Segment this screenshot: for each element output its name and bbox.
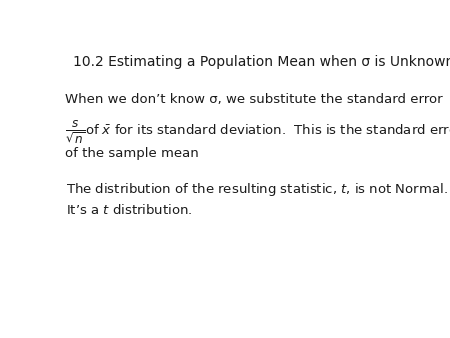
- Text: The distribution of the resulting statistic, $t$, is not Normal.: The distribution of the resulting statis…: [66, 181, 448, 198]
- Text: When we don’t know σ, we substitute the standard error: When we don’t know σ, we substitute the …: [65, 93, 443, 105]
- Text: $\frac{s}{\sqrt{n}}$: $\frac{s}{\sqrt{n}}$: [65, 119, 85, 145]
- Text: of the sample mean: of the sample mean: [65, 147, 199, 160]
- Text: of $\bar{x}$ for its standard deviation.  This is the standard error: of $\bar{x}$ for its standard deviation.…: [85, 123, 450, 137]
- Text: 10.2 Estimating a Population Mean when σ is Unknown: 10.2 Estimating a Population Mean when σ…: [73, 55, 450, 69]
- Text: It’s a $t$ distribution.: It’s a $t$ distribution.: [66, 203, 193, 217]
